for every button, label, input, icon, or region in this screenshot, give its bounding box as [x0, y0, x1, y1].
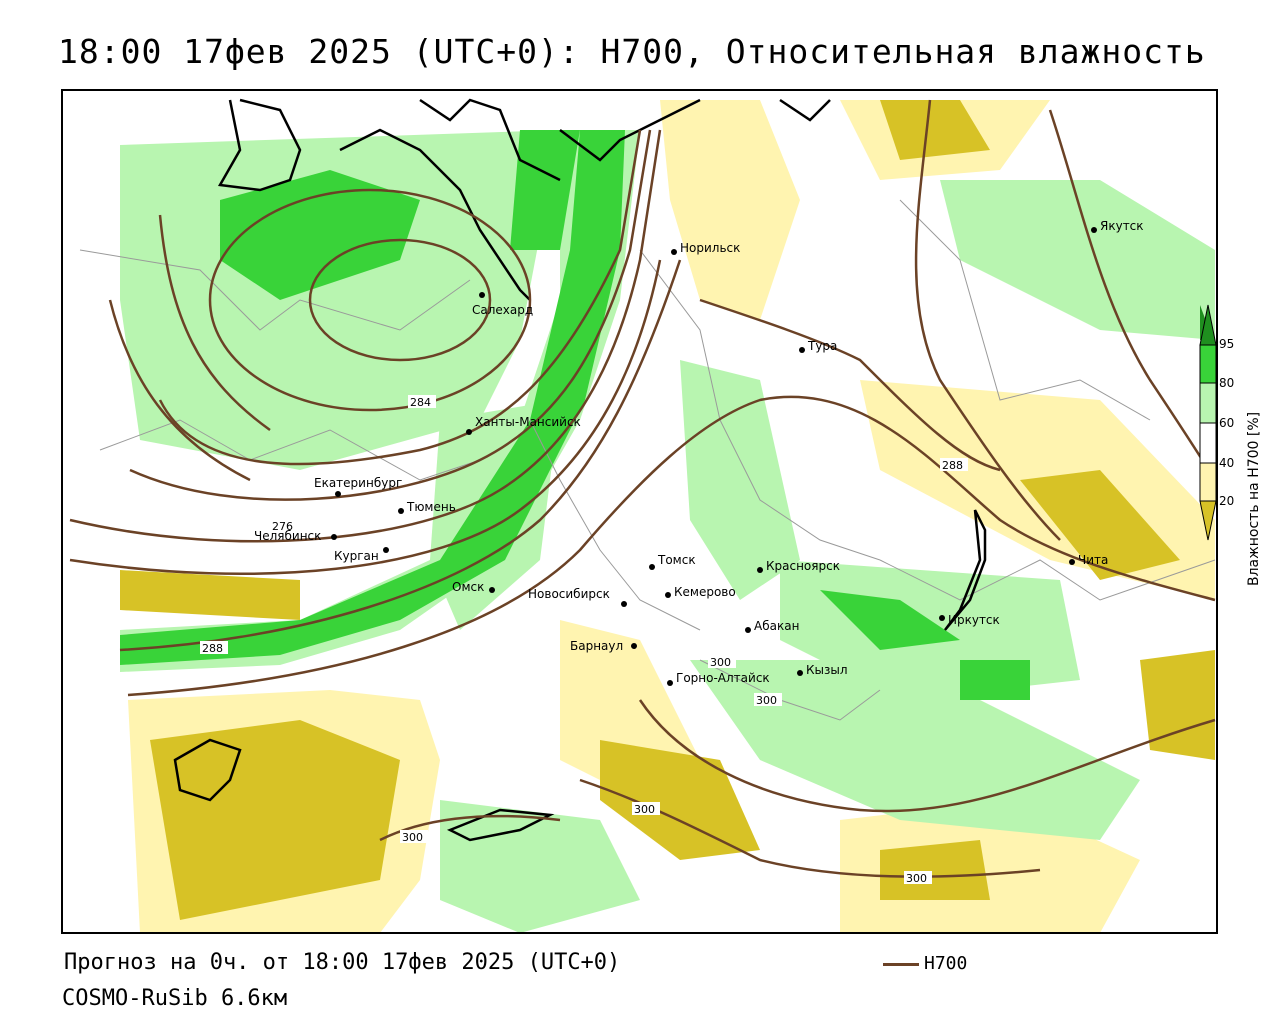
city-abakan: Абакан	[754, 619, 799, 633]
coastlines	[173, 98, 987, 842]
humidity-colorbar	[1199, 304, 1217, 541]
contour-labels: 284 276 288 288 300 300 300 300 300	[200, 395, 968, 885]
city-chelyabinsk: Челябинск	[254, 529, 321, 543]
forecast-caption: Прогноз на 0ч. от 18:00 17фев 2025 (UTC+…	[64, 950, 621, 975]
city-novosibirsk: Новосибирск	[528, 587, 610, 601]
contour-label: 300	[906, 872, 927, 885]
region-boundaries	[79, 199, 1216, 721]
city-salekhard: Салехард	[472, 303, 533, 317]
contour-label: 284	[410, 396, 431, 409]
h700-contours	[69, 99, 1217, 878]
city-barnaul: Барнаул	[570, 639, 623, 653]
city-tura: Тура	[807, 339, 837, 353]
colorbar-tick: 95	[1219, 337, 1235, 351]
city-khanty-mansiysk: Ханты-Мансийск	[475, 415, 581, 429]
city-omsk: Омск	[452, 580, 484, 594]
colorbar-tick: 60	[1219, 416, 1235, 430]
map-title: 18:00 17фев 2025 (UTC+0): H700, Относите…	[58, 32, 1206, 71]
city-labels: Якутск Норильск Салехард Тура Ханты-Манс…	[254, 219, 1144, 686]
city-kurgan: Курган	[334, 549, 379, 563]
city-tomsk: Томск	[657, 553, 696, 567]
contour-label: 300	[710, 656, 731, 669]
contour-label: 276	[272, 520, 293, 533]
city-yekaterinburg: Екатеринбург	[314, 476, 402, 490]
colorbar-title: Влажность на H700 [%]	[1246, 411, 1262, 586]
city-kyzyl: Кызыл	[806, 663, 848, 677]
city-krasnoyarsk: Красноярск	[766, 559, 840, 573]
city-tyumen: Тюмень	[406, 500, 456, 514]
contour-label: 300	[756, 694, 777, 707]
colorbar-tick: 20	[1219, 494, 1235, 508]
city-kemerovo: Кемерово	[674, 585, 736, 599]
contour-label: 300	[634, 803, 655, 816]
city-norilsk: Норильск	[680, 241, 740, 255]
model-caption: COSMO-RuSib 6.6км	[62, 986, 288, 1011]
colorbar-tick: 40	[1219, 456, 1235, 470]
contour-label: 288	[942, 459, 963, 472]
h700-legend-line	[883, 963, 919, 966]
colorbar-tick: 80	[1219, 376, 1235, 390]
city-yakutsk: Якутск	[1100, 219, 1144, 233]
city-irkutsk: Иркутск	[948, 613, 1000, 627]
h700-legend-label: H700	[924, 953, 968, 974]
city-chita: Чита	[1078, 553, 1108, 567]
map-frame	[61, 89, 1218, 934]
contour-label: 288	[202, 642, 223, 655]
humidity-field	[120, 100, 1215, 933]
contour-label: 300	[402, 831, 423, 844]
city-gorno-altaysk: Горно-Алтайск	[676, 671, 770, 685]
